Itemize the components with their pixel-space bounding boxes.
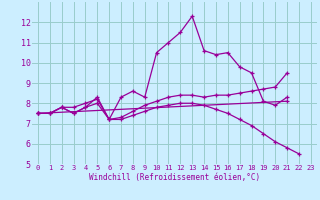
X-axis label: Windchill (Refroidissement éolien,°C): Windchill (Refroidissement éolien,°C)	[89, 173, 260, 182]
